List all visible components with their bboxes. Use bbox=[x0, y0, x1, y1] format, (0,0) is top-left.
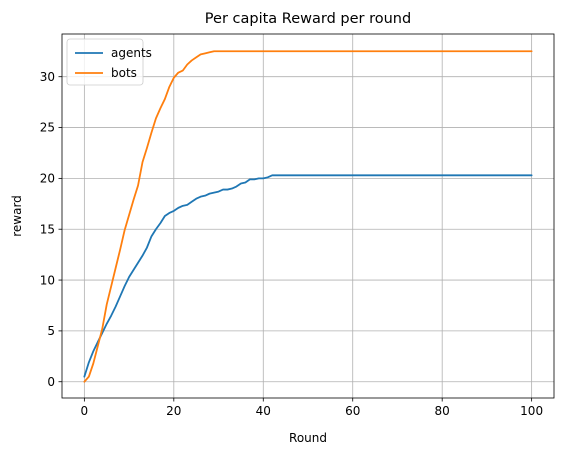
grid bbox=[62, 34, 554, 398]
x-tick-label: 80 bbox=[435, 404, 450, 418]
legend: agents bots bbox=[66, 38, 152, 86]
x-tick-label: 60 bbox=[345, 404, 360, 418]
series-line-agents bbox=[83, 174, 533, 378]
y-tick-label: 15 bbox=[40, 222, 55, 236]
x-tick-label: 100 bbox=[520, 404, 543, 418]
x-axis-label: Round bbox=[289, 431, 327, 445]
y-tick-label: 20 bbox=[40, 172, 55, 186]
series-line-bots bbox=[83, 50, 533, 383]
plot-frame bbox=[61, 33, 555, 399]
y-axis-label: reward bbox=[10, 195, 24, 237]
legend-label-agents: agents bbox=[111, 46, 152, 60]
series-lines bbox=[83, 50, 533, 383]
x-tick-label: 0 bbox=[81, 404, 89, 418]
legend-label-bots: bots bbox=[111, 66, 137, 80]
y-tick-label: 30 bbox=[40, 70, 55, 84]
y-tick-label: 10 bbox=[40, 273, 55, 287]
y-tick-label: 0 bbox=[47, 375, 55, 389]
y-tick-label: 5 bbox=[47, 324, 55, 338]
x-tick-label: 40 bbox=[256, 404, 271, 418]
y-tick-label: 25 bbox=[40, 121, 55, 135]
x-tick-label: 20 bbox=[166, 404, 181, 418]
axis-ticks: 0 20 40 60 80 100 0 5 10 15 20 25 30 bbox=[40, 70, 543, 418]
chart-title: Per capita Reward per round bbox=[205, 11, 411, 27]
